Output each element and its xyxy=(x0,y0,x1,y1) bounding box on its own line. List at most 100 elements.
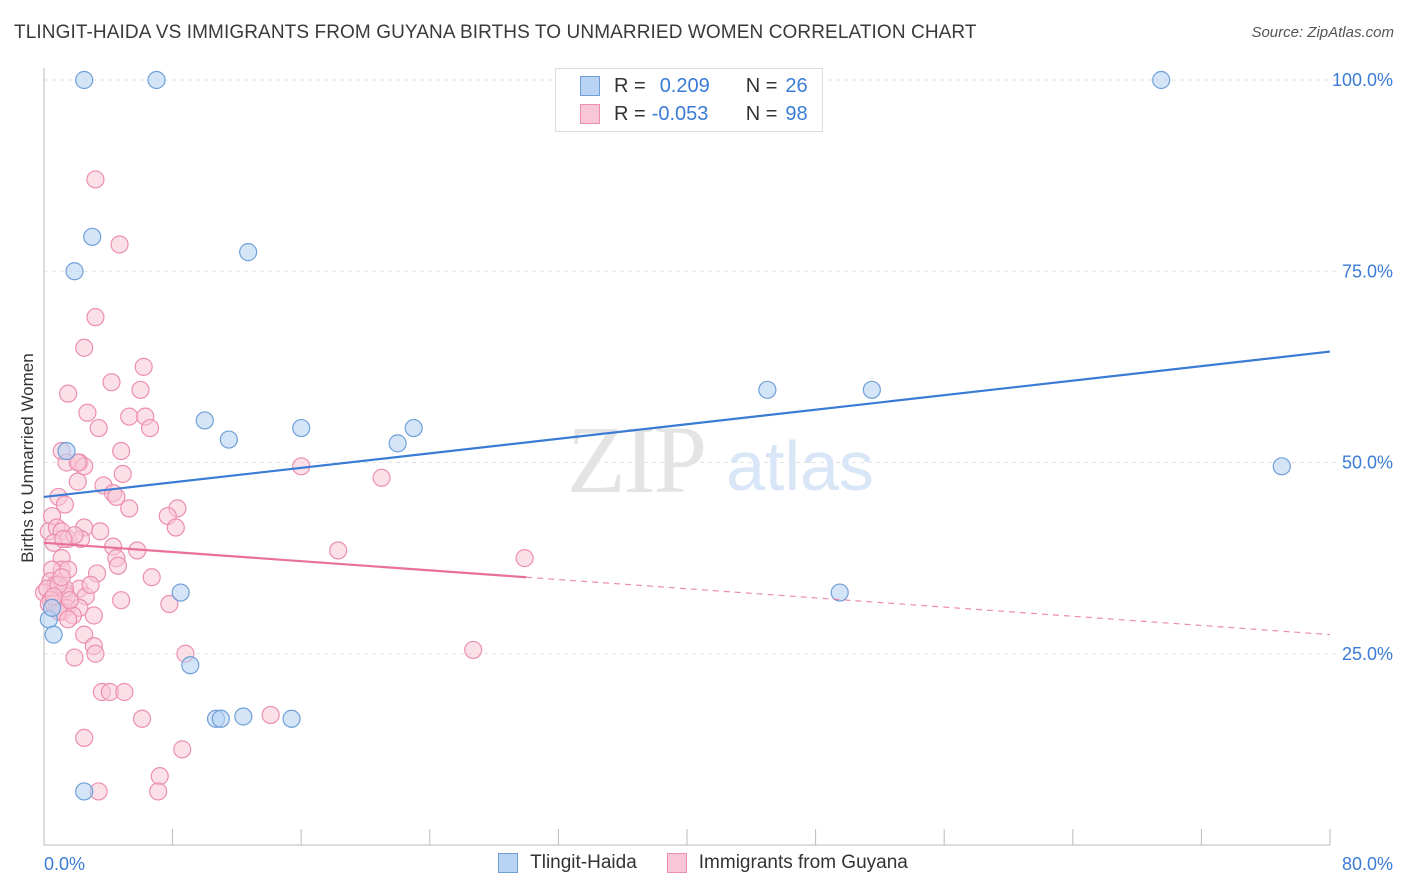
data-point-guyana xyxy=(150,767,169,786)
data-point-tlingit xyxy=(758,380,777,399)
data-point-tlingit xyxy=(57,441,76,461)
legend-swatch-blue xyxy=(580,76,600,96)
data-point-guyana xyxy=(160,594,179,614)
trendlines xyxy=(43,350,1331,636)
data-point-tlingit xyxy=(234,707,253,726)
data-point-tlingit xyxy=(171,583,190,602)
watermark-zip: ZIP xyxy=(567,406,705,513)
legend-r-label: R = xyxy=(614,102,646,125)
data-point-guyana xyxy=(134,357,153,376)
data-point-guyana xyxy=(86,308,105,327)
trendline-guyana-extension xyxy=(526,576,1331,636)
data-point-guyana xyxy=(59,384,78,403)
data-point-guyana xyxy=(142,568,161,587)
data-point-tlingit xyxy=(862,380,881,399)
x-tick-label: 80.0% xyxy=(1342,854,1393,874)
data-point-guyana xyxy=(81,575,100,595)
trendline-tlingit xyxy=(43,350,1331,499)
data-point-guyana xyxy=(120,499,139,518)
x-tick-label: 0.0% xyxy=(44,854,85,874)
data-point-tlingit xyxy=(147,70,166,90)
series-legend: Tlingit-Haida Immigrants from Guyana xyxy=(0,852,1406,874)
watermark: ZIP atlas xyxy=(567,406,874,513)
legend-swatch-pink xyxy=(666,853,687,873)
data-point-guyana xyxy=(132,709,152,728)
legend-label: Immigrants from Guyana xyxy=(698,852,908,873)
data-point-guyana xyxy=(75,728,94,748)
data-point-guyana xyxy=(102,373,121,392)
data-point-tlingit xyxy=(42,598,62,617)
data-point-tlingit xyxy=(292,418,311,438)
data-point-guyana xyxy=(112,441,131,461)
data-point-guyana xyxy=(140,418,160,438)
data-point-tlingit xyxy=(75,782,94,801)
data-point-guyana xyxy=(131,380,150,399)
legend-r-label: R = xyxy=(614,74,646,97)
data-point-tlingit xyxy=(239,243,258,262)
data-point-tlingit xyxy=(388,434,407,453)
legend-swatch-pink xyxy=(580,104,600,124)
data-point-guyana xyxy=(65,648,84,667)
data-point-guyana xyxy=(91,522,110,541)
data-point-guyana xyxy=(84,606,103,625)
data-point-tlingit xyxy=(1152,70,1171,90)
data-point-guyana xyxy=(86,170,105,189)
data-point-tlingit xyxy=(282,709,301,728)
data-point-guyana xyxy=(59,610,78,629)
series-blue xyxy=(39,70,1291,801)
data-point-tlingit xyxy=(404,418,423,438)
legend-swatch-blue xyxy=(498,853,519,873)
data-point-guyana xyxy=(515,549,534,568)
data-point-guyana xyxy=(464,640,483,660)
y-tick-label: 50.0% xyxy=(1342,453,1393,473)
data-point-guyana xyxy=(329,541,348,560)
tick-labels: 25.0% 50.0% 75.0% 100.0% 0.0% 80.0% xyxy=(44,70,1393,874)
data-point-guyana xyxy=(60,591,79,610)
data-point-tlingit xyxy=(195,411,214,430)
data-point-guyana xyxy=(173,740,192,759)
legend-n-label: N = xyxy=(745,102,778,125)
data-point-tlingit xyxy=(75,70,94,90)
data-point-guyana xyxy=(78,403,97,422)
legend-item-guyana[interactable]: Immigrants from Guyana xyxy=(666,852,908,874)
legend-n-label: N = xyxy=(745,74,778,97)
series-pink xyxy=(34,170,534,801)
trendline-guyana xyxy=(43,541,527,579)
data-point-tlingit xyxy=(83,227,102,246)
axes xyxy=(43,68,1331,846)
chart-title: TLINGIT-HAIDA VS IMMIGRANTS FROM GUYANA … xyxy=(14,22,977,43)
data-point-guyana xyxy=(372,468,391,487)
data-point-guyana xyxy=(112,591,131,610)
legend-item-tlingit-haida[interactable]: Tlingit-Haida xyxy=(498,852,637,874)
legend-n-value: 98 xyxy=(785,102,808,125)
data-point-guyana xyxy=(149,782,168,801)
stats-legend: R = 0.209 N = 26 R = -0.053 N = 98 xyxy=(555,68,823,132)
legend-r-value: -0.053 xyxy=(651,102,709,125)
data-point-tlingit xyxy=(44,625,63,644)
y-tick-label: 75.0% xyxy=(1342,261,1393,281)
data-point-tlingit xyxy=(181,656,200,675)
data-point-tlingit xyxy=(219,430,238,449)
data-point-tlingit xyxy=(1272,457,1291,476)
legend-n-value: 26 xyxy=(785,74,808,97)
data-point-tlingit xyxy=(65,262,84,281)
data-point-guyana xyxy=(261,705,280,725)
data-point-tlingit xyxy=(830,583,849,602)
data-point-guyana xyxy=(113,464,132,484)
data-point-guyana xyxy=(120,407,139,426)
y-tick-label: 25.0% xyxy=(1342,644,1393,664)
legend-row-tlingit: R = 0.209 N = 26 xyxy=(580,73,808,99)
data-point-guyana xyxy=(108,556,128,575)
source-label: Source: ZipAtlas.com xyxy=(1251,24,1394,41)
legend-row-guyana: R = -0.053 N = 98 xyxy=(580,101,808,127)
watermark-atlas: atlas xyxy=(726,427,874,505)
data-point-guyana xyxy=(89,418,108,438)
data-point-guyana xyxy=(68,453,87,472)
legend-r-value: 0.209 xyxy=(659,74,710,97)
data-point-guyana xyxy=(55,495,74,514)
gridlines xyxy=(44,79,1340,655)
data-point-guyana xyxy=(75,338,94,357)
y-tick-label: 100.0% xyxy=(1332,70,1393,90)
data-point-guyana xyxy=(68,472,87,491)
